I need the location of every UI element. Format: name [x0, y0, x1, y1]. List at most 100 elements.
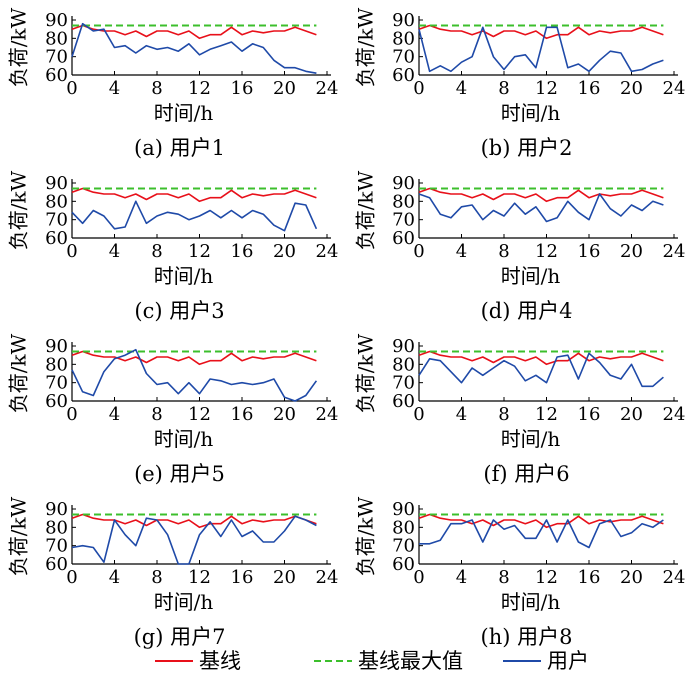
x-tick-label: 4	[109, 404, 120, 425]
x-tick-label: 8	[498, 567, 509, 588]
legend-label-baseline-max: 基线最大值	[358, 649, 463, 673]
x-tick-label: 4	[109, 241, 120, 262]
x-tick-label: 16	[578, 567, 601, 588]
x-tick-label: 4	[456, 78, 467, 99]
y-tick-label: 80	[392, 191, 415, 212]
y-axis-label: 负荷/kW	[7, 496, 31, 576]
x-axis-label: 时间/h	[154, 101, 214, 125]
y-tick-label: 60	[392, 391, 415, 412]
series-line-user	[71, 22, 317, 74]
x-axis-label: 时间/h	[501, 101, 561, 125]
x-tick-label: 24	[663, 241, 686, 262]
y-tick-label: 70	[392, 210, 415, 231]
x-tick-label: 4	[109, 78, 120, 99]
y-tick-label: 70	[45, 210, 68, 231]
y-tick-label: 60	[392, 65, 415, 86]
y-tick-label: 80	[392, 517, 415, 538]
x-tick-label: 24	[663, 78, 686, 99]
x-tick-label: 24	[316, 567, 339, 588]
x-tick-label: 0	[413, 404, 424, 425]
x-tick-label: 4	[456, 404, 467, 425]
y-tick-label: 90	[45, 336, 68, 357]
x-tick-label: 16	[231, 567, 254, 588]
x-tick-label: 16	[231, 404, 254, 425]
x-axis-label: 时间/h	[154, 427, 214, 451]
y-tick-label: 90	[392, 173, 415, 194]
x-tick-label: 0	[413, 78, 424, 99]
y-tick-label: 60	[45, 554, 68, 575]
x-tick-label: 8	[498, 404, 509, 425]
x-tick-label: 24	[663, 567, 686, 588]
x-tick-label: 0	[66, 241, 77, 262]
series-line-user	[418, 352, 664, 388]
series-line-user	[418, 193, 664, 223]
x-tick-label: 8	[151, 241, 162, 262]
series-line-baseline	[71, 187, 317, 203]
x-axis-label: 时间/h	[154, 590, 214, 614]
x-tick-label: 4	[456, 241, 467, 262]
x-tick-label: 12	[535, 241, 558, 262]
x-tick-label: 0	[66, 404, 77, 425]
series-line-baseline	[418, 24, 664, 40]
y-tick-label: 60	[45, 65, 68, 86]
y-tick-label: 60	[45, 391, 68, 412]
x-axis-label: 时间/h	[154, 264, 214, 288]
series-line-user	[418, 26, 664, 73]
y-tick-label: 70	[392, 373, 415, 394]
x-tick-label: 12	[188, 78, 211, 99]
series-line-baseline	[418, 513, 664, 529]
y-tick-label: 60	[392, 228, 415, 249]
panel-caption: (g) 用户7	[134, 625, 226, 649]
x-tick-label: 8	[498, 241, 509, 262]
panel-caption: (h) 用户8	[481, 625, 573, 649]
x-tick-label: 8	[151, 78, 162, 99]
series-line-baseline	[418, 350, 664, 366]
x-tick-label: 0	[66, 78, 77, 99]
y-tick-label: 70	[45, 536, 68, 557]
panel-caption: (c) 用户3	[134, 299, 224, 323]
x-tick-label: 12	[188, 567, 211, 588]
y-tick-label: 80	[45, 191, 68, 212]
x-tick-label: 4	[109, 567, 120, 588]
y-axis-label: 负荷/kW	[7, 333, 31, 413]
x-tick-label: 20	[620, 241, 643, 262]
x-tick-label: 12	[188, 404, 211, 425]
x-tick-label: 12	[535, 404, 558, 425]
x-tick-label: 0	[413, 241, 424, 262]
series-line-user	[71, 348, 318, 402]
y-tick-label: 90	[45, 173, 68, 194]
legend-label-user: 用户	[547, 649, 589, 673]
series-line-user	[419, 519, 664, 549]
y-tick-label: 80	[392, 354, 415, 375]
x-tick-label: 16	[578, 404, 601, 425]
x-tick-label: 16	[578, 241, 601, 262]
y-tick-label: 90	[392, 336, 415, 357]
panel-caption: (a) 用户1	[134, 136, 225, 160]
legend: 基线 基线最大值 用户	[155, 649, 589, 673]
x-tick-label: 20	[273, 241, 296, 262]
y-tick-label: 90	[392, 10, 415, 31]
y-tick-label: 70	[392, 47, 415, 68]
x-tick-label: 20	[620, 78, 643, 99]
y-axis-label: 负荷/kW	[354, 170, 378, 250]
x-tick-label: 12	[188, 241, 211, 262]
x-tick-label: 8	[151, 567, 162, 588]
y-tick-label: 90	[45, 10, 68, 31]
x-tick-label: 24	[316, 404, 339, 425]
x-tick-label: 20	[620, 567, 643, 588]
y-tick-label: 70	[45, 47, 68, 68]
x-tick-label: 4	[456, 567, 467, 588]
y-tick-label: 80	[45, 28, 68, 49]
panel-caption: (f) 用户6	[483, 462, 569, 486]
y-tick-label: 90	[392, 499, 415, 520]
panel-caption: (d) 用户4	[481, 299, 573, 323]
panel-caption: (e) 用户5	[134, 462, 225, 486]
